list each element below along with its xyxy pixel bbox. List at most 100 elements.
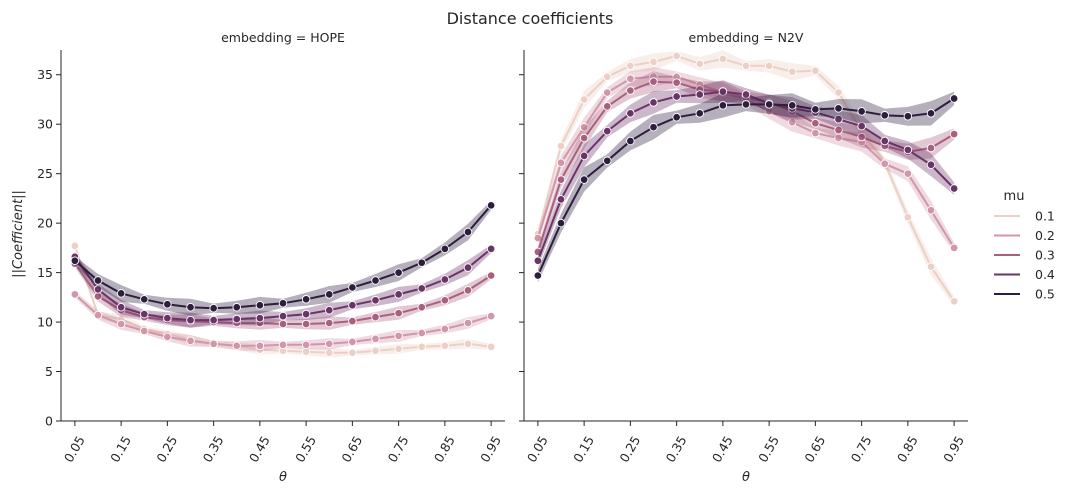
x-tick-label: 0.35 [200, 433, 227, 465]
x-tick-label: 0.55 [755, 433, 782, 465]
plot-area: 0.05 0.15 0.25 0.35 0.45 0.55 0.65 0.75 0.85 0.95 [519, 50, 968, 465]
data-point [394, 344, 403, 354]
legend-items: 0.1 0.2 0.3 0.4 0.5 [994, 209, 1055, 302]
data-point [626, 109, 635, 118]
data-point [903, 112, 913, 121]
data-point [278, 340, 288, 350]
data-point [394, 308, 403, 318]
x-tick-label: 0.35 [663, 433, 690, 465]
data-point [741, 90, 751, 99]
data-point [695, 59, 705, 69]
data-point [440, 324, 450, 334]
x-tick-label: 0.15 [107, 433, 134, 465]
x-tick-label: 0.25 [616, 433, 643, 465]
data-point [325, 348, 334, 357]
data-point [417, 302, 427, 312]
data-point [857, 132, 866, 142]
legend-label: 0.4 [1035, 267, 1055, 282]
y-tick-label: 25 [37, 166, 53, 181]
data-point [417, 258, 427, 267]
data-point [371, 334, 380, 344]
data-point [440, 296, 450, 305]
x-tick-label: 0.95 [940, 433, 967, 465]
data-point [186, 315, 195, 325]
confidence-band [537, 50, 955, 307]
data-point [93, 285, 103, 294]
data-point [209, 315, 218, 325]
data-point [857, 107, 866, 116]
legend-item: 0.5 [994, 287, 1055, 302]
data-point [880, 136, 890, 146]
data-point [603, 102, 612, 111]
data-point [371, 276, 380, 285]
data-point [533, 256, 543, 265]
data-point [325, 318, 334, 328]
data-point [139, 295, 149, 304]
data-point [857, 121, 866, 131]
data-point [255, 300, 265, 310]
data-point [834, 104, 843, 113]
panel-n2v: embedding = N2V 0.05 0.15 0.25 0.35 0.45 0.55… [519, 30, 968, 485]
data-point [186, 302, 195, 312]
data-point [811, 118, 820, 128]
data-point [486, 201, 496, 210]
series-0.5 [70, 200, 496, 316]
data-point [764, 100, 774, 109]
data-point [556, 175, 566, 184]
data-point [603, 126, 612, 136]
data-point [278, 311, 288, 321]
data-point [949, 94, 959, 103]
data-point [255, 313, 265, 323]
data-point [70, 256, 80, 265]
data-point [463, 227, 473, 237]
data-point [811, 105, 820, 114]
confidence-band [537, 91, 955, 283]
data-point [325, 339, 334, 349]
series-0.2 [70, 290, 496, 352]
data-point [556, 141, 566, 151]
legend-title: mu [1004, 189, 1025, 204]
x-tick-label: 0.65 [338, 433, 365, 465]
data-point [741, 100, 751, 109]
data-point [903, 145, 913, 155]
data-point [926, 143, 936, 153]
data-point [301, 295, 311, 304]
data-point [116, 289, 126, 298]
data-point [926, 206, 936, 215]
data-point [626, 136, 635, 146]
y-axis-label: ||Coefficient|| [11, 190, 26, 278]
data-point [232, 302, 241, 312]
data-point [926, 262, 936, 271]
legend-label: 0.1 [1035, 209, 1055, 224]
data-point [417, 342, 427, 352]
data-point [348, 283, 357, 292]
legend-label: 0.2 [1035, 228, 1055, 243]
data-point [764, 61, 774, 71]
data-point [903, 212, 913, 222]
legend-item: 0.2 [994, 228, 1055, 243]
confidence-band [537, 80, 955, 267]
data-point [672, 113, 681, 122]
y-tick-label: 30 [37, 117, 53, 132]
data-point [556, 158, 566, 168]
data-point [371, 346, 380, 356]
data-point [278, 319, 288, 329]
x-tick-label: 0.55 [292, 433, 319, 465]
data-point [232, 314, 241, 324]
data-point [579, 95, 589, 104]
data-point [811, 128, 820, 138]
data-point [486, 342, 496, 352]
data-point [139, 309, 149, 319]
data-point [556, 218, 566, 228]
data-point [440, 341, 450, 351]
data-point [649, 77, 658, 86]
data-point [486, 271, 496, 280]
data-point [649, 122, 658, 132]
x-tick-label: 0.95 [477, 433, 504, 465]
data-point [70, 290, 80, 299]
data-point [949, 184, 959, 193]
x-tick-label: 0.65 [801, 433, 828, 465]
data-point [533, 271, 543, 280]
plot-area: 0 5 10 15 20 25 30 35 0.05 0.15 0.25 0.35 0.45 0.55 0.… [37, 50, 505, 465]
data-point [348, 316, 357, 326]
